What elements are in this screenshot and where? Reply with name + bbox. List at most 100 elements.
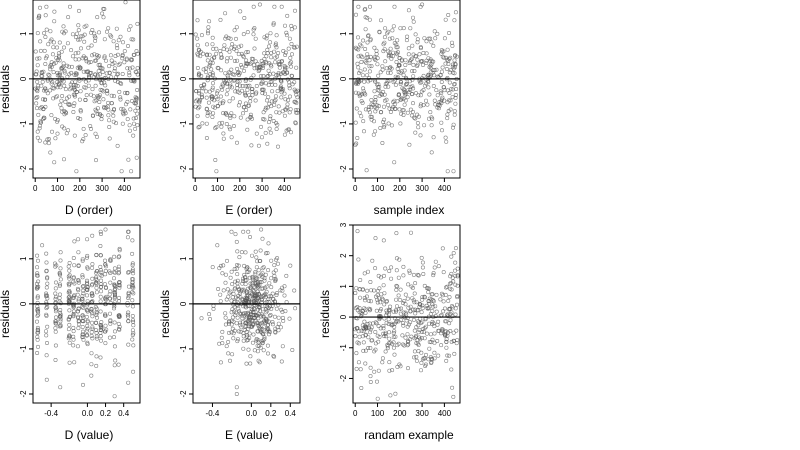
data-point — [226, 321, 231, 326]
data-point — [381, 326, 386, 331]
data-point — [228, 82, 233, 87]
data-point — [287, 110, 292, 115]
data-point — [237, 90, 242, 95]
data-point — [403, 75, 408, 80]
data-point — [108, 53, 113, 58]
data-point — [451, 394, 456, 399]
data-point — [262, 51, 267, 56]
data-point — [242, 328, 247, 333]
data-point — [221, 46, 226, 51]
data-point — [53, 305, 58, 310]
data-point — [204, 136, 209, 141]
x-tick-label: -0.4 — [44, 409, 58, 418]
data-point — [408, 87, 413, 92]
data-point — [103, 258, 108, 263]
data-point — [130, 261, 135, 266]
data-point — [104, 71, 109, 76]
data-point — [408, 304, 413, 309]
data-point — [287, 316, 292, 321]
data-point — [82, 85, 87, 90]
data-point — [259, 135, 264, 140]
data-point — [45, 91, 50, 96]
data-point — [274, 127, 279, 132]
data-point — [269, 285, 274, 290]
data-point — [35, 286, 40, 291]
data-point — [135, 111, 140, 116]
data-point — [83, 133, 88, 138]
data-point — [432, 265, 437, 270]
data-point — [74, 169, 79, 174]
data-point — [34, 319, 39, 324]
data-point — [361, 129, 366, 134]
data-point — [414, 300, 419, 305]
y-axis: -2-101 — [19, 256, 33, 398]
data-point — [41, 106, 46, 111]
data-point — [131, 369, 136, 374]
data-point — [220, 101, 225, 106]
data-point — [240, 320, 245, 325]
data-point — [85, 278, 90, 283]
data-point — [49, 64, 54, 69]
data-point — [423, 98, 428, 103]
data-point — [94, 328, 99, 333]
data-point — [282, 284, 287, 289]
data-point — [207, 312, 212, 317]
data-point — [35, 86, 40, 91]
data-point — [269, 99, 274, 104]
data-point — [370, 258, 375, 263]
data-point — [101, 15, 106, 20]
data-point — [240, 65, 245, 70]
data-point — [53, 343, 58, 348]
data-point — [257, 64, 262, 69]
data-point — [387, 360, 392, 365]
data-point — [94, 363, 99, 368]
data-point — [259, 339, 264, 344]
data-point — [127, 73, 132, 78]
plot-frame — [352, 224, 461, 404]
data-point — [412, 115, 417, 120]
data-point — [386, 29, 391, 34]
data-point — [243, 304, 248, 309]
data-point — [399, 69, 404, 74]
data-point — [94, 98, 99, 103]
data-point — [241, 32, 246, 37]
data-point — [286, 98, 291, 103]
data-point — [365, 288, 370, 293]
data-point — [439, 97, 444, 102]
data-point — [354, 106, 359, 111]
data-point — [76, 314, 81, 319]
data-point — [130, 251, 135, 256]
data-point — [234, 239, 239, 244]
plot-frame — [192, 224, 301, 404]
data-point — [112, 60, 117, 65]
data-point — [260, 79, 265, 84]
data-point — [428, 36, 433, 41]
data-point — [440, 65, 445, 70]
data-point — [195, 97, 200, 102]
data-point — [107, 70, 112, 75]
data-point — [57, 270, 62, 275]
data-point — [71, 334, 76, 339]
data-point — [220, 271, 225, 276]
data-point — [93, 304, 98, 309]
data-point — [40, 97, 45, 102]
data-point — [424, 60, 429, 65]
data-point — [116, 38, 121, 43]
data-point — [61, 24, 66, 29]
data-point — [230, 282, 235, 287]
data-point — [62, 83, 67, 88]
data-point — [43, 34, 48, 39]
data-point — [238, 323, 243, 328]
data-point — [243, 311, 248, 316]
data-point — [73, 79, 78, 84]
data-point — [413, 54, 418, 59]
data-point — [412, 349, 417, 354]
data-point — [130, 313, 135, 318]
data-point — [389, 66, 394, 71]
data-point — [282, 23, 287, 28]
data-point — [58, 250, 63, 255]
data-point — [35, 31, 40, 36]
data-point — [226, 294, 231, 299]
data-point — [452, 82, 457, 87]
